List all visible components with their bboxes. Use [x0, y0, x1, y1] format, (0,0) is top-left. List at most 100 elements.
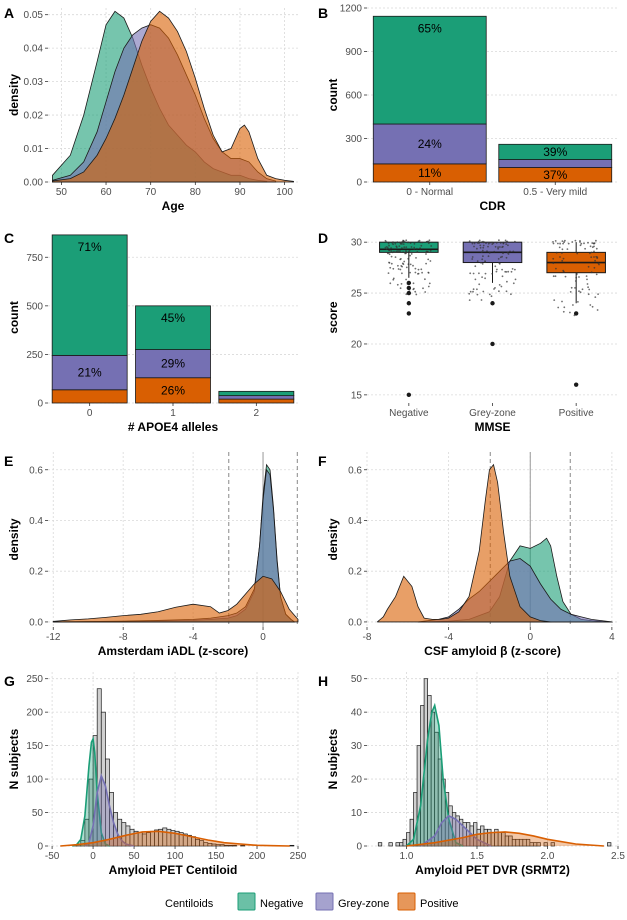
box-outlier	[573, 382, 579, 387]
jitter-point	[502, 242, 505, 245]
jitter-point	[410, 253, 413, 255]
jitter-point	[561, 252, 563, 254]
jitter-point	[414, 267, 417, 270]
panel-a: 0.00 0.01 0.02 0.03 0.04 0.05 50 60 70 80 90 100 Age…	[4, 5, 298, 213]
jitter-point	[388, 253, 391, 256]
jitter-point	[557, 242, 559, 245]
bar-segment-grey-zone	[218, 395, 295, 400]
y-tick-label: 0.4	[348, 516, 362, 527]
jitter-point	[506, 280, 508, 283]
jitter-point	[401, 241, 404, 244]
x-tick-label: 0 - Normal	[406, 187, 453, 198]
bar-segment-grey-zone	[51, 354, 128, 391]
x-tick-label: 50	[129, 851, 141, 862]
bar-segment-negative	[51, 234, 128, 356]
jitter-point	[510, 270, 513, 273]
jitter-point	[587, 265, 590, 268]
y-tick-label: 0.2	[348, 567, 362, 578]
box-outlier	[406, 301, 412, 306]
jitter-point	[410, 246, 413, 248]
histogram-bin	[536, 842, 541, 847]
jitter-point	[505, 256, 508, 259]
jitter-point	[468, 299, 471, 301]
jitter-point	[401, 247, 403, 249]
jitter-point	[553, 299, 556, 301]
box-outlier	[573, 311, 579, 316]
jitter-point	[499, 256, 502, 259]
jitter-point	[399, 258, 402, 261]
jitter-point	[480, 251, 483, 253]
jitter-point	[500, 285, 503, 288]
jitter-point	[419, 241, 422, 244]
jitter-point	[507, 253, 510, 255]
jitter-point	[384, 239, 387, 242]
jitter-point	[586, 278, 588, 281]
jitter-point	[396, 241, 399, 244]
jitter-point	[469, 272, 472, 275]
histogram-bin	[240, 844, 246, 847]
jitter-point	[414, 290, 417, 293]
jitter-point	[409, 254, 411, 257]
box-outlier	[406, 311, 412, 316]
bar-segment-positive	[51, 389, 128, 404]
jitter-point	[419, 247, 421, 250]
y-tick-label: 0.4	[29, 516, 43, 527]
x-axis-title: Amyloid PET DVR (SRMT2)	[415, 863, 570, 877]
jitter-point	[497, 258, 500, 260]
jitter-point	[589, 245, 592, 248]
jitter-point	[414, 271, 417, 274]
percent-label: 24%	[418, 137, 442, 151]
jitter-point	[415, 293, 418, 296]
legend-title: Centiloids	[165, 898, 214, 910]
x-tick-label: 200	[249, 851, 266, 862]
jitter-point	[578, 290, 580, 293]
jitter-point	[579, 291, 582, 294]
jitter-point	[507, 270, 510, 273]
jitter-point	[501, 246, 503, 249]
x-tick-label: Grey-zone	[469, 408, 516, 419]
jitter-point	[562, 257, 565, 260]
jitter-point	[408, 249, 411, 252]
histogram-bin	[395, 842, 400, 847]
jitter-point	[421, 271, 423, 274]
x-axis-title: Age	[162, 199, 185, 213]
legend-key-negative	[237, 892, 256, 911]
jitter-point	[588, 288, 591, 291]
panel-c: 0 250 500 750 # APOE4 alleles count C 0 71% 21% 1 4…	[4, 230, 298, 434]
percent-label: 39%	[543, 145, 567, 159]
jitter-point	[554, 275, 557, 278]
jitter-point	[389, 282, 392, 285]
y-tick-label: 50	[32, 808, 44, 819]
jitter-point	[570, 286, 573, 289]
jitter-point	[402, 251, 404, 254]
y-tick-label: 30	[351, 741, 363, 752]
y-axis-title: count	[326, 79, 340, 112]
jitter-point	[405, 239, 408, 242]
jitter-point	[501, 268, 503, 271]
jitter-point	[504, 239, 507, 242]
x-tick-label: 2.5	[611, 851, 625, 862]
jitter-point	[487, 255, 490, 258]
box-outlier	[490, 341, 495, 347]
jitter-point	[481, 263, 484, 265]
jitter-point	[497, 246, 499, 249]
jitter-point	[480, 299, 483, 301]
jitter-point	[512, 282, 515, 285]
jitter-point	[552, 275, 555, 278]
y-tick-label: 40	[351, 708, 363, 719]
jitter-point	[554, 240, 557, 242]
jitter-point	[577, 301, 579, 303]
jitter-point	[407, 257, 410, 260]
y-tick-label: 0	[37, 399, 43, 410]
bar-segment-negative	[218, 390, 295, 397]
jitter-point	[473, 242, 476, 245]
fit-curve-negative	[405, 702, 464, 847]
bar-segment-positive	[135, 377, 211, 404]
jitter-point	[587, 286, 589, 289]
histogram-bin	[377, 842, 383, 847]
y-tick-label: 900	[345, 47, 362, 58]
jitter-point	[427, 272, 430, 274]
jitter-point	[429, 249, 432, 252]
y-tick-label: 500	[26, 301, 43, 312]
jitter-point	[498, 284, 501, 286]
